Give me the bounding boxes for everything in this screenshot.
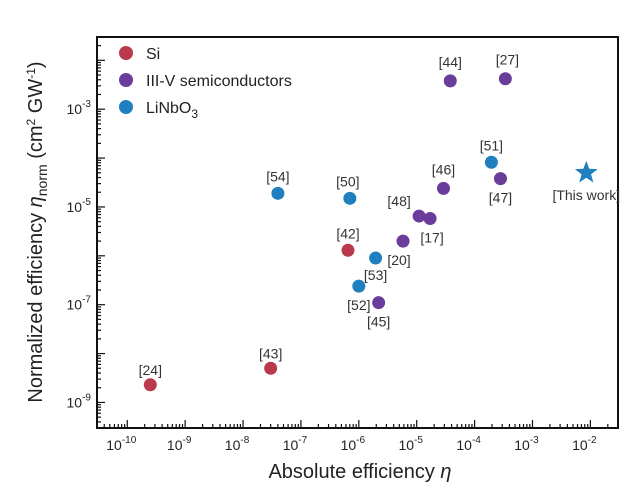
- data-point: [493, 172, 507, 186]
- data-point: [341, 243, 355, 257]
- point-label: [54]: [266, 168, 289, 184]
- x-tick-label: 10-3: [514, 435, 539, 453]
- data-point: [143, 378, 157, 392]
- points-layer: [143, 72, 598, 392]
- y-tick-label: 10-3: [67, 99, 92, 117]
- x-tick-label: 10-8: [225, 435, 250, 453]
- point-label: [27]: [496, 52, 519, 68]
- legend-label: III-V semiconductors: [146, 73, 292, 90]
- data-point: [372, 296, 386, 310]
- data-point: [484, 155, 498, 169]
- point-label: [47]: [489, 190, 512, 206]
- x-tick-label: 10-9: [167, 435, 192, 453]
- point-label: [46]: [432, 161, 455, 177]
- x-tick-label: 10-10: [106, 435, 136, 453]
- data-point: [443, 74, 457, 88]
- data-point: [423, 212, 437, 226]
- ticks-layer: 10-10 10-9 10-8 10-7 10-6 10-5 10-4 10-3 10-2 10-…: [67, 36, 619, 453]
- y-tick-label: 10-7: [67, 295, 92, 313]
- data-point: [271, 186, 285, 200]
- x-tick-label: 10-7: [283, 435, 308, 453]
- data-point: [412, 209, 426, 223]
- point-label: [This work]: [552, 187, 620, 203]
- legend: Si III-V semiconductors LiNbO3: [119, 46, 292, 121]
- plot-frame: [96, 36, 619, 429]
- y-tick-label: 10-5: [67, 197, 92, 215]
- data-point: [352, 279, 366, 293]
- y-axis-title: Normalized efficiency ηnorm (cm2 GW-1): [24, 61, 50, 402]
- point-label: [43]: [259, 345, 282, 361]
- data-point: [343, 191, 357, 205]
- labels-layer: [24] [43] [42] [44] [27] [46] [47] [48] [17] [20]…: [139, 52, 621, 378]
- x-tick-label: 10-4: [456, 435, 481, 453]
- point-label: [45]: [367, 314, 390, 330]
- point-label: [20]: [387, 252, 410, 268]
- data-point: [369, 251, 383, 265]
- point-label: [24]: [139, 362, 162, 378]
- data-point: [436, 181, 450, 195]
- x-axis-title: Absolute efficiency η: [268, 461, 451, 483]
- legend-marker: [119, 46, 133, 60]
- y-tick-label: 10-9: [67, 392, 92, 410]
- this-work-star-marker: [574, 160, 598, 183]
- point-label: [44]: [439, 54, 462, 70]
- legend-label: Si: [146, 46, 160, 63]
- point-label: [52]: [347, 297, 370, 313]
- point-label: [50]: [336, 173, 359, 189]
- point-label: [48]: [387, 193, 410, 209]
- x-tick-label: 10-5: [398, 435, 423, 453]
- legend-marker: [119, 100, 133, 114]
- point-label: [17]: [420, 230, 443, 246]
- x-tick-label: 10-6: [341, 435, 366, 453]
- point-label: [42]: [336, 225, 359, 241]
- point-label: [51]: [480, 137, 503, 153]
- data-point: [396, 234, 410, 248]
- legend-label: LiNbO3: [146, 100, 198, 121]
- data-point: [264, 361, 278, 375]
- point-label: [53]: [364, 267, 387, 283]
- data-point: [498, 72, 512, 86]
- legend-marker: [119, 73, 133, 87]
- x-tick-label: 10-2: [572, 435, 597, 453]
